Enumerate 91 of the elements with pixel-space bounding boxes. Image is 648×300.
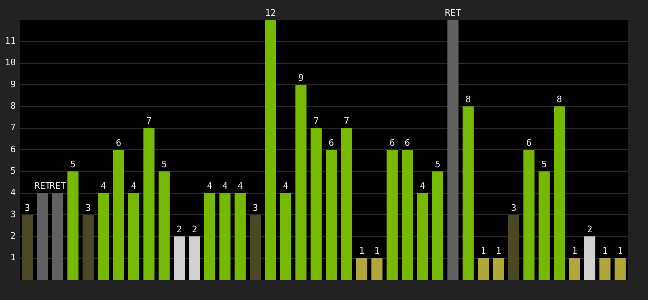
- bar: [554, 106, 566, 280]
- y-tick-label: 4: [10, 188, 16, 199]
- data-label: 4: [283, 182, 289, 192]
- data-label: 6: [116, 138, 122, 149]
- data-label: 7: [344, 117, 350, 128]
- data-label: RET: [50, 182, 67, 192]
- data-label: 1: [496, 247, 502, 258]
- bar: [493, 258, 504, 280]
- data-label: 7: [314, 117, 320, 128]
- data-label: 1: [359, 247, 365, 258]
- data-label: 5: [542, 160, 548, 171]
- bar: [52, 193, 64, 280]
- bar: [310, 128, 322, 280]
- data-label: 6: [390, 138, 396, 149]
- data-label: 9: [298, 74, 304, 84]
- bar: [204, 193, 216, 280]
- data-label: 1: [572, 247, 578, 258]
- data-label: 2: [192, 226, 198, 236]
- bar: [326, 150, 338, 280]
- bar: [538, 172, 550, 280]
- data-label: 12: [265, 8, 276, 19]
- data-label: 1: [618, 247, 624, 258]
- bar: [68, 172, 79, 280]
- data-label: 8: [466, 96, 472, 106]
- bar: [250, 215, 262, 280]
- data-label: 6: [328, 138, 334, 149]
- data-label: 5: [435, 160, 441, 171]
- bar: [341, 128, 352, 280]
- bar: [82, 215, 94, 280]
- data-label: 6: [404, 138, 410, 149]
- bar: [144, 128, 155, 280]
- data-label: 3: [24, 204, 30, 214]
- bar: [356, 258, 368, 280]
- bar: [584, 236, 596, 280]
- bar: [296, 85, 307, 280]
- bar: [280, 193, 292, 280]
- data-label: 6: [526, 138, 532, 149]
- data-label: 4: [131, 182, 137, 192]
- y-tick-label: 1: [10, 254, 16, 264]
- y-tick-label: 7: [10, 124, 16, 134]
- bar: [113, 150, 124, 280]
- y-tick-label: 6: [10, 145, 16, 156]
- data-label: 4: [100, 182, 106, 192]
- bar: [37, 193, 48, 280]
- data-label: RET: [445, 8, 462, 19]
- y-tick-label: 11: [5, 37, 16, 48]
- data-label: 5: [70, 160, 76, 171]
- bar: [128, 193, 140, 280]
- bar: [569, 258, 580, 280]
- data-label: 4: [222, 182, 228, 192]
- bar: [417, 193, 428, 280]
- data-label: 4: [207, 182, 213, 192]
- y-tick-label: 2: [10, 232, 16, 242]
- data-label: 4: [238, 182, 244, 192]
- data-label: 1: [374, 247, 380, 258]
- y-tick-label: 3: [10, 210, 16, 220]
- bar: [508, 215, 520, 280]
- bar: [478, 258, 490, 280]
- data-label: RET: [34, 182, 52, 192]
- bar: [22, 215, 34, 280]
- bar: [614, 258, 626, 280]
- data-label: 8: [556, 96, 562, 106]
- data-label: 3: [511, 204, 517, 214]
- bar: [386, 150, 398, 280]
- bar: [462, 106, 474, 280]
- bar: [189, 236, 200, 280]
- data-label: 1: [602, 247, 608, 258]
- bar: [220, 193, 231, 280]
- y-tick-label: 5: [10, 167, 16, 178]
- bar: [265, 20, 276, 280]
- bar: [600, 258, 611, 280]
- bar: [372, 258, 383, 280]
- data-label: 3: [86, 204, 92, 214]
- bar: [524, 150, 535, 280]
- bar: [448, 20, 459, 280]
- data-label: 7: [146, 117, 152, 128]
- bar: [158, 172, 170, 280]
- data-label: 1: [480, 247, 486, 258]
- bar: [174, 236, 186, 280]
- bar: [432, 172, 444, 280]
- data-label: 5: [162, 160, 168, 171]
- data-label: 2: [176, 226, 182, 236]
- y-tick-label: 8: [10, 102, 16, 112]
- y-tick-label: 10: [5, 58, 16, 69]
- y-tick-label: 9: [10, 80, 16, 90]
- data-label: 4: [420, 182, 426, 192]
- bar: [402, 150, 414, 280]
- bar: [98, 193, 110, 280]
- bar: [234, 193, 246, 280]
- data-label: 2: [587, 226, 593, 236]
- data-label: 3: [252, 204, 258, 214]
